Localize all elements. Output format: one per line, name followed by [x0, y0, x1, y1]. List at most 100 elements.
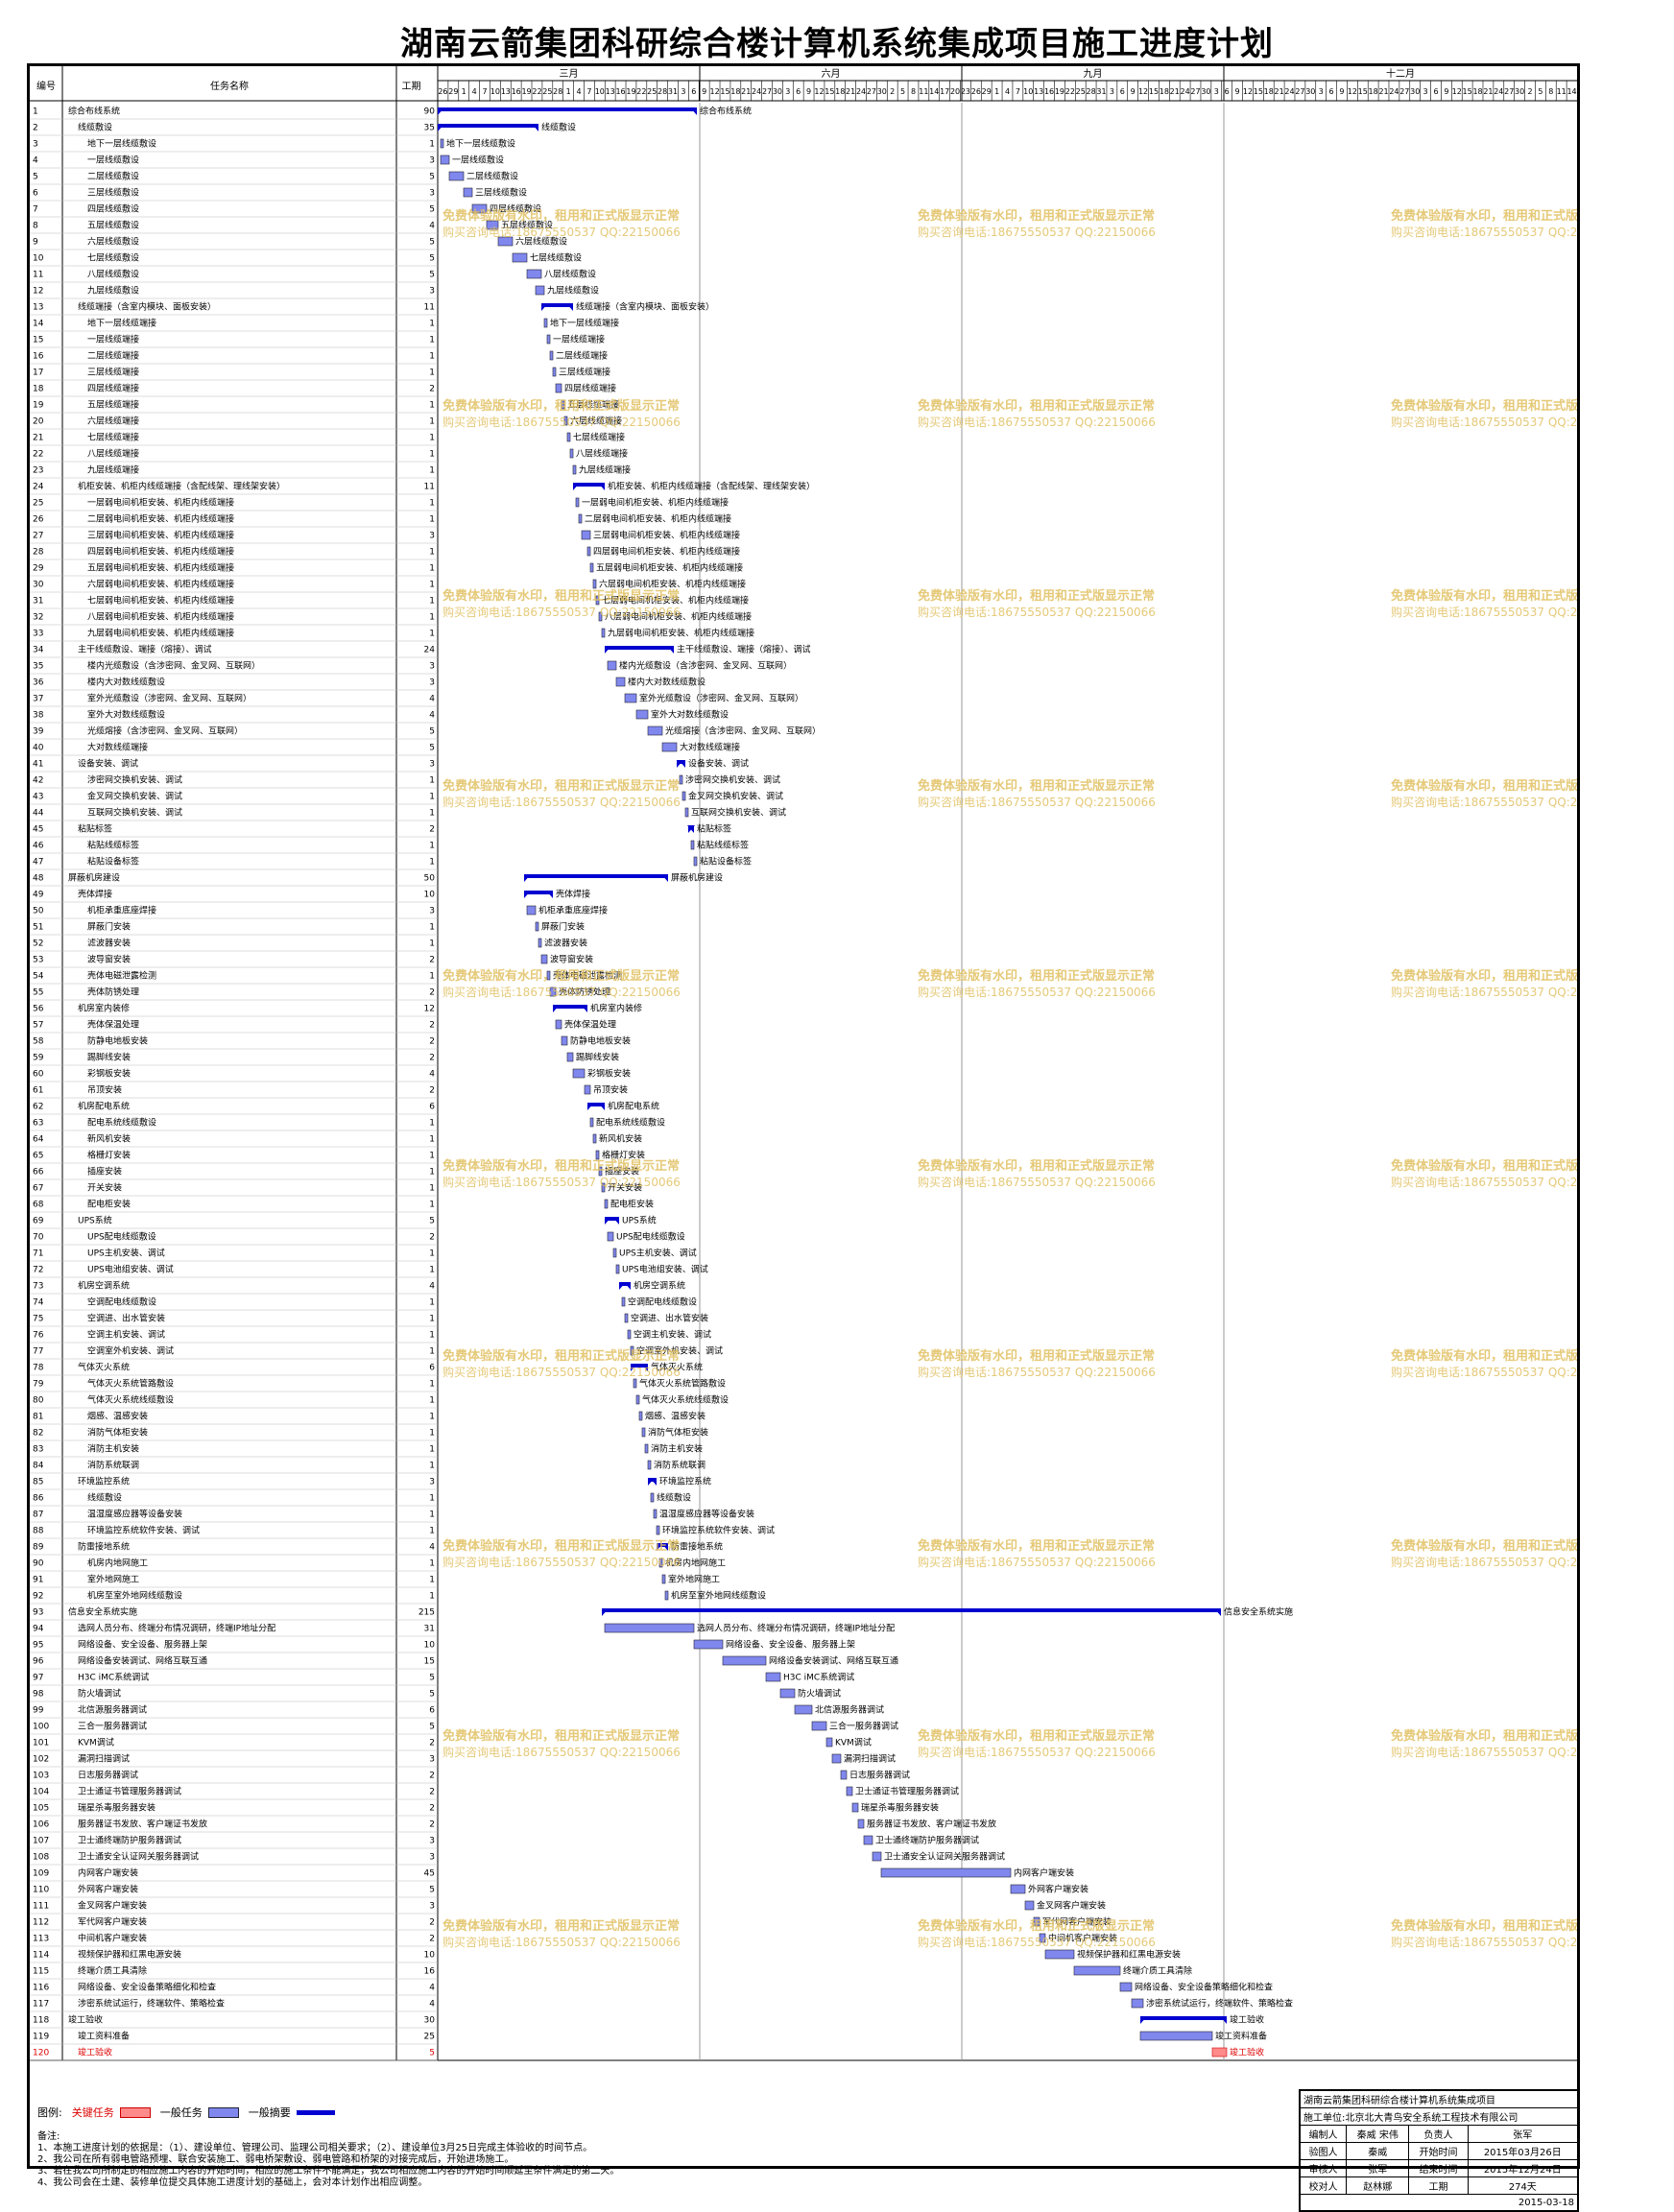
task-bar-label: 三层弱电间机柜安装、机柜内线缆端接: [593, 530, 740, 541]
task-bar-label: 屏蔽机房建设: [671, 872, 723, 884]
task-bar: [578, 513, 583, 524]
task-name: 选网人员分布、终端分布情况调研，终端IP地址分配: [78, 1623, 275, 1634]
task-days: 4: [429, 2000, 435, 2010]
task-bar-label: 三合一服务器调试: [829, 1721, 898, 1732]
task-id: 85: [33, 1478, 43, 1487]
task-name: 室外光缆敷设（涉密网、金叉网、互联网）: [87, 693, 251, 704]
task-bar-label: 机房空调系统: [634, 1280, 685, 1292]
task-name: 日志服务器调试: [78, 1770, 138, 1781]
task-days: 11: [424, 303, 435, 313]
task-bar-label: 七层线缆敷设: [530, 252, 582, 264]
task-bar: [540, 954, 548, 964]
task-days: 1: [429, 1152, 435, 1161]
task-name: 四层弱电间机柜安装、机柜内线缆端接: [87, 546, 234, 558]
task-bar-label: 防雷接地系统: [671, 1541, 723, 1553]
task-bar-label: 六层线缆端接: [570, 416, 622, 427]
task-bar-label: 网络设备、安全设备策略细化和检查: [1135, 1982, 1273, 1993]
task-bar: [440, 138, 444, 149]
task-id: 71: [33, 1249, 43, 1259]
task-days: 3: [429, 760, 435, 770]
task-days: 3: [429, 1755, 435, 1765]
summary-bar: [605, 646, 674, 650]
task-id: 82: [33, 1429, 43, 1439]
task-bar: [604, 1623, 695, 1633]
task-bar: [765, 1672, 781, 1682]
task-name: 消防系统联调: [87, 1460, 139, 1471]
summary-bar: [657, 1543, 668, 1547]
summary-bar-start-cap: [602, 1608, 609, 1616]
summary-bar: [524, 891, 553, 894]
day-tick-label: 3: [1423, 87, 1428, 96]
task-bar-label: 四层线缆敷设: [490, 203, 541, 215]
task-name: 配电柜安装: [87, 1199, 131, 1210]
task-bar-label: 一层线缆敷设: [452, 155, 504, 166]
task-name: 主干线缆敷设、端接（熔接）、调试: [78, 644, 212, 655]
task-days: 25: [424, 2033, 435, 2042]
day-tick-label: 27: [1504, 87, 1514, 96]
task-days: 10: [424, 1951, 436, 1961]
task-days: 3: [429, 189, 435, 199]
task-bar-label: 一层线缆端接: [553, 334, 605, 345]
task-days: 1: [429, 1559, 435, 1569]
task-bar: [555, 383, 562, 393]
task-id: 37: [33, 695, 43, 704]
task-days: 11: [424, 483, 435, 492]
day-tick-label: 15: [1358, 87, 1368, 96]
task-bar-label: UPS配电线缆敷设: [616, 1231, 685, 1243]
task-days: 1: [429, 1266, 435, 1275]
task-name: 卫士通证书管理服务器调试: [78, 1786, 181, 1797]
day-tick-label: 9: [1339, 87, 1344, 96]
watermark-line: 购买咨询电话:18675550537 QQ:22150066: [918, 985, 1156, 999]
task-bar-label: 楼内大对数线缆敷设: [628, 677, 705, 688]
task-name: 竣工资料准备: [78, 2031, 130, 2042]
task-name: 终端介质工具清除: [78, 1965, 147, 1977]
task-id: 88: [33, 1527, 44, 1536]
task-name: UPS电池组安装、调试: [87, 1264, 174, 1275]
task-bar: [566, 432, 571, 442]
task-bar-label: 七层弱电间机柜安装、机柜内线缆端接: [602, 595, 749, 607]
task-id: 79: [33, 1380, 44, 1390]
day-tick-label: 3: [785, 87, 790, 96]
task-bar: [486, 220, 499, 230]
task-days: 1: [429, 434, 435, 443]
day-tick-label: 30: [877, 87, 887, 96]
task-days: 3: [429, 532, 435, 541]
task-bar-label: 楼内光缆敷设（含涉密网、金叉网、互联网）: [619, 660, 792, 672]
task-bar-label: 七层线缆端接: [573, 432, 625, 443]
watermark-line: 购买咨询电话:18675550537 QQ:22150066: [442, 985, 681, 999]
day-tick-label: 14: [1566, 87, 1576, 96]
task-bar: [857, 1819, 865, 1829]
task-bar: [581, 530, 591, 540]
day-tick-label: 22: [1065, 87, 1075, 96]
task-name: 一层线缆敷设: [87, 155, 139, 166]
task-bar: [549, 987, 557, 997]
task-id: 83: [33, 1445, 43, 1455]
task-days: 5: [429, 254, 435, 264]
task-bar: [546, 334, 551, 345]
task-days: 45: [424, 1869, 435, 1879]
task-bar-label: 竣工资料准备: [1215, 2031, 1267, 2042]
task-bar-label: 室外大对数线缆敷设: [651, 709, 729, 721]
task-name: 漏洞扫描调试: [78, 1753, 130, 1765]
task-id: 102: [33, 1755, 49, 1765]
task-days: 5: [429, 1690, 435, 1700]
task-id: 8: [33, 222, 38, 231]
notes-line: 备注:: [37, 2131, 60, 2142]
watermark-line: 免费体验版有水印，租用和正式版显示正常: [1391, 588, 1577, 604]
summary-bar-end-cap: [566, 303, 573, 311]
task-bar-label: 服务器证书发放、客户端证书发放: [867, 1819, 996, 1830]
task-bar: [863, 1835, 873, 1845]
task-id: 87: [33, 1510, 43, 1520]
task-id: 97: [33, 1674, 43, 1683]
task-name: 四层线缆端接: [87, 383, 139, 394]
task-id: 9: [33, 238, 38, 248]
task-bar: [846, 1786, 853, 1796]
task-bar: [690, 840, 695, 850]
task-id: 40: [33, 744, 44, 753]
watermark-line: 免费体验版有水印，租用和正式版显示正常: [918, 1348, 1155, 1364]
task-bar-label: 设备安装、调试: [688, 758, 749, 770]
watermark-line: 免费体验版有水印，租用和正式版显示正常: [442, 208, 680, 224]
watermark-line: 购买咨询电话:18675550537 QQ:22150066: [1391, 1175, 1577, 1189]
task-bar-label: 壳体焊接: [556, 889, 590, 900]
